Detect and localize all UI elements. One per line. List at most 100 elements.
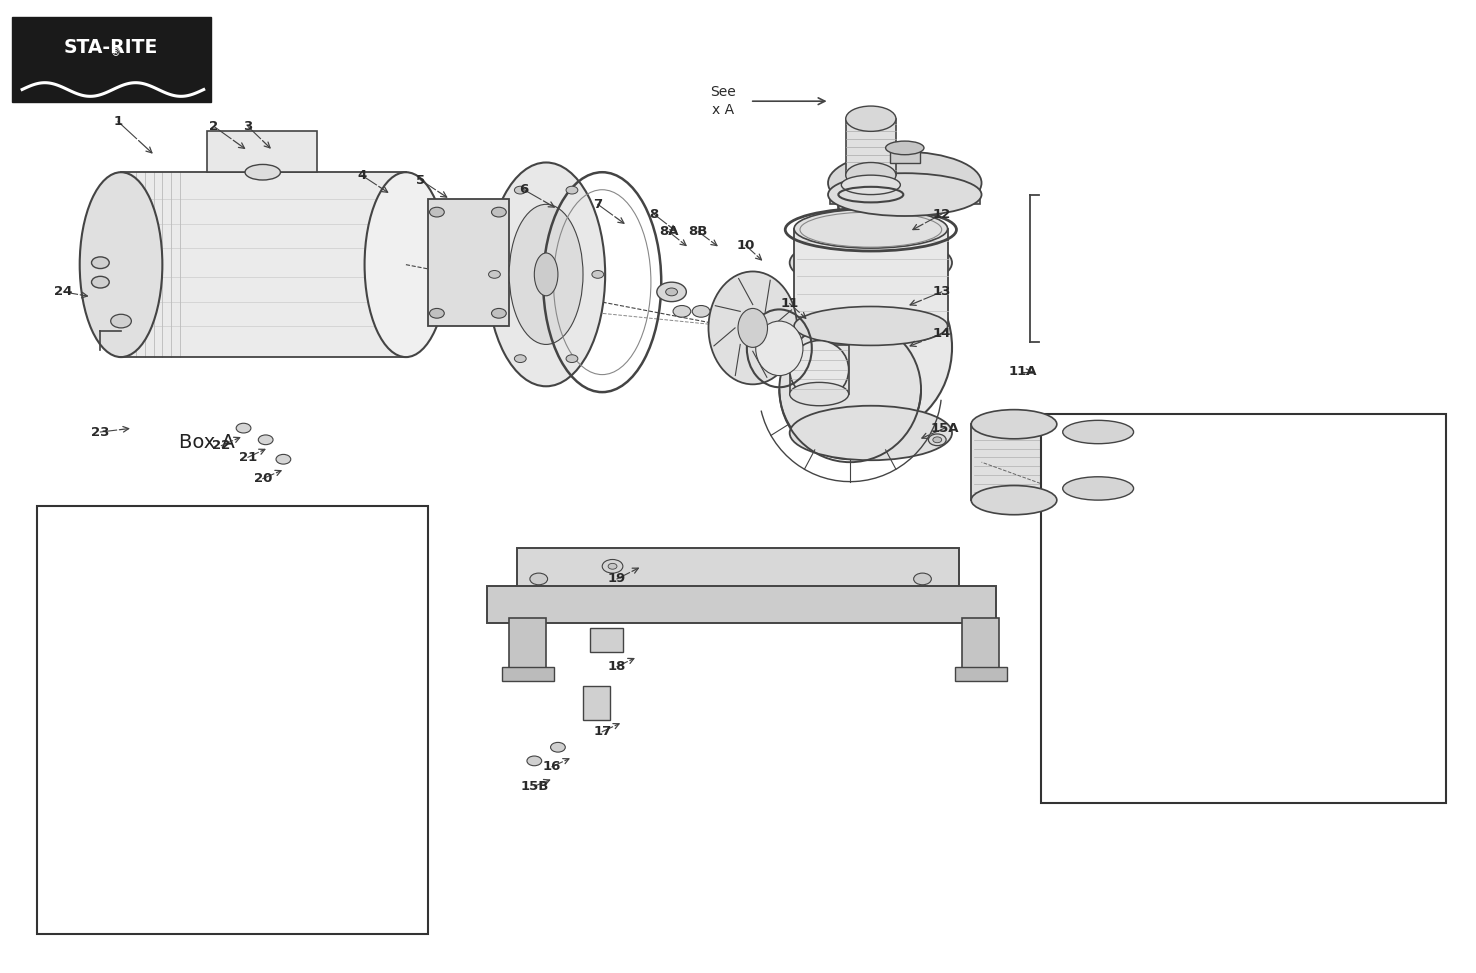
Circle shape xyxy=(492,207,506,217)
Circle shape xyxy=(514,355,525,363)
Text: See: See xyxy=(1077,476,1103,489)
FancyBboxPatch shape xyxy=(790,345,849,394)
Circle shape xyxy=(673,306,691,317)
Circle shape xyxy=(430,308,444,318)
FancyBboxPatch shape xyxy=(590,628,623,652)
Text: Alternate parts used
after 4-2009: Alternate parts used after 4-2009 xyxy=(1067,623,1209,653)
Text: 18: 18 xyxy=(608,660,626,673)
Text: ®: ® xyxy=(111,48,121,57)
FancyBboxPatch shape xyxy=(121,172,406,357)
Text: 7: 7 xyxy=(593,198,602,211)
Circle shape xyxy=(657,282,686,302)
Text: 2: 2 xyxy=(210,120,218,133)
FancyBboxPatch shape xyxy=(838,204,903,263)
Ellipse shape xyxy=(838,183,903,226)
Circle shape xyxy=(914,573,931,585)
Text: 12: 12 xyxy=(933,207,951,221)
Ellipse shape xyxy=(846,162,896,188)
Circle shape xyxy=(608,563,617,569)
Circle shape xyxy=(92,257,109,269)
Text: U11-196P 2 in. Slip Adapter: U11-196P 2 in. Slip Adapter xyxy=(52,749,236,762)
Text: 11A: 11A xyxy=(1008,365,1038,378)
Text: 22: 22 xyxy=(213,439,230,452)
Text: 10: 10 xyxy=(737,238,754,252)
Circle shape xyxy=(430,207,444,217)
Text: U11-200P Union Collar: U11-200P Union Collar xyxy=(52,613,202,626)
Text: x A: x A xyxy=(713,103,734,117)
Text: Refer to Manual: Refer to Manual xyxy=(1067,443,1188,457)
FancyBboxPatch shape xyxy=(207,131,317,172)
Bar xyxy=(1041,414,1446,803)
FancyBboxPatch shape xyxy=(1063,432,1134,488)
Ellipse shape xyxy=(509,204,583,344)
Circle shape xyxy=(489,270,500,278)
FancyBboxPatch shape xyxy=(830,183,980,204)
FancyBboxPatch shape xyxy=(509,618,546,671)
Text: 8B: 8B xyxy=(688,225,708,238)
Text: #12 - 17307-0111S: #12 - 17307-0111S xyxy=(1067,467,1203,481)
Text: U9-362 O-Ring: U9-362 O-Ring xyxy=(52,681,149,694)
Circle shape xyxy=(567,186,579,194)
Text: 20: 20 xyxy=(254,472,272,486)
Text: Box A: Box A xyxy=(1077,491,1116,505)
Text: #11 - C76-71P: #11 - C76-71P xyxy=(1067,564,1169,578)
Text: 8: 8 xyxy=(649,207,658,221)
FancyBboxPatch shape xyxy=(487,586,996,623)
Text: 5: 5 xyxy=(416,173,425,187)
Ellipse shape xyxy=(790,260,952,435)
Ellipse shape xyxy=(886,141,924,155)
Circle shape xyxy=(530,573,548,585)
Text: 23: 23 xyxy=(92,425,109,439)
Text: 4: 4 xyxy=(357,168,366,182)
Ellipse shape xyxy=(971,410,1057,439)
Ellipse shape xyxy=(1063,477,1134,500)
Ellipse shape xyxy=(846,106,896,131)
Text: 17: 17 xyxy=(593,725,611,739)
Text: See: See xyxy=(710,86,737,99)
Ellipse shape xyxy=(1063,420,1134,444)
Circle shape xyxy=(527,756,542,766)
Circle shape xyxy=(551,742,565,752)
Circle shape xyxy=(111,314,131,328)
Ellipse shape xyxy=(756,321,803,376)
Ellipse shape xyxy=(790,235,952,290)
FancyBboxPatch shape xyxy=(517,548,959,589)
Ellipse shape xyxy=(794,306,948,345)
Circle shape xyxy=(514,186,525,194)
Circle shape xyxy=(258,435,273,445)
Text: 15B: 15B xyxy=(520,779,549,793)
Ellipse shape xyxy=(738,308,768,347)
Bar xyxy=(37,506,428,934)
Circle shape xyxy=(692,306,710,317)
FancyBboxPatch shape xyxy=(12,17,211,102)
FancyBboxPatch shape xyxy=(502,667,554,681)
Circle shape xyxy=(236,423,251,433)
Ellipse shape xyxy=(534,253,558,296)
FancyBboxPatch shape xyxy=(428,199,509,326)
Ellipse shape xyxy=(708,271,797,384)
Ellipse shape xyxy=(487,162,605,386)
Text: 13: 13 xyxy=(933,285,951,299)
FancyBboxPatch shape xyxy=(846,119,896,175)
Ellipse shape xyxy=(790,382,849,406)
Text: 11: 11 xyxy=(781,297,799,310)
Text: 16: 16 xyxy=(543,760,561,774)
Circle shape xyxy=(666,288,677,296)
Circle shape xyxy=(928,434,946,446)
Circle shape xyxy=(567,355,579,363)
Circle shape xyxy=(602,559,623,573)
Ellipse shape xyxy=(365,172,447,357)
Circle shape xyxy=(92,276,109,288)
Text: Pkg. 188 2 in. Slip 1/2 Union
Kit Includes:: Pkg. 188 2 in. Slip 1/2 Union Kit Includ… xyxy=(52,530,241,559)
Text: 1: 1 xyxy=(114,115,123,128)
Text: #13 - 35505-1440: #13 - 35505-1440 xyxy=(1067,516,1194,529)
Ellipse shape xyxy=(790,406,952,460)
Text: Box A: Box A xyxy=(179,433,235,452)
Ellipse shape xyxy=(828,173,982,216)
FancyBboxPatch shape xyxy=(890,148,920,163)
FancyBboxPatch shape xyxy=(955,667,1007,681)
Circle shape xyxy=(276,454,291,464)
Circle shape xyxy=(592,270,604,278)
Ellipse shape xyxy=(790,341,849,399)
Circle shape xyxy=(933,437,942,443)
